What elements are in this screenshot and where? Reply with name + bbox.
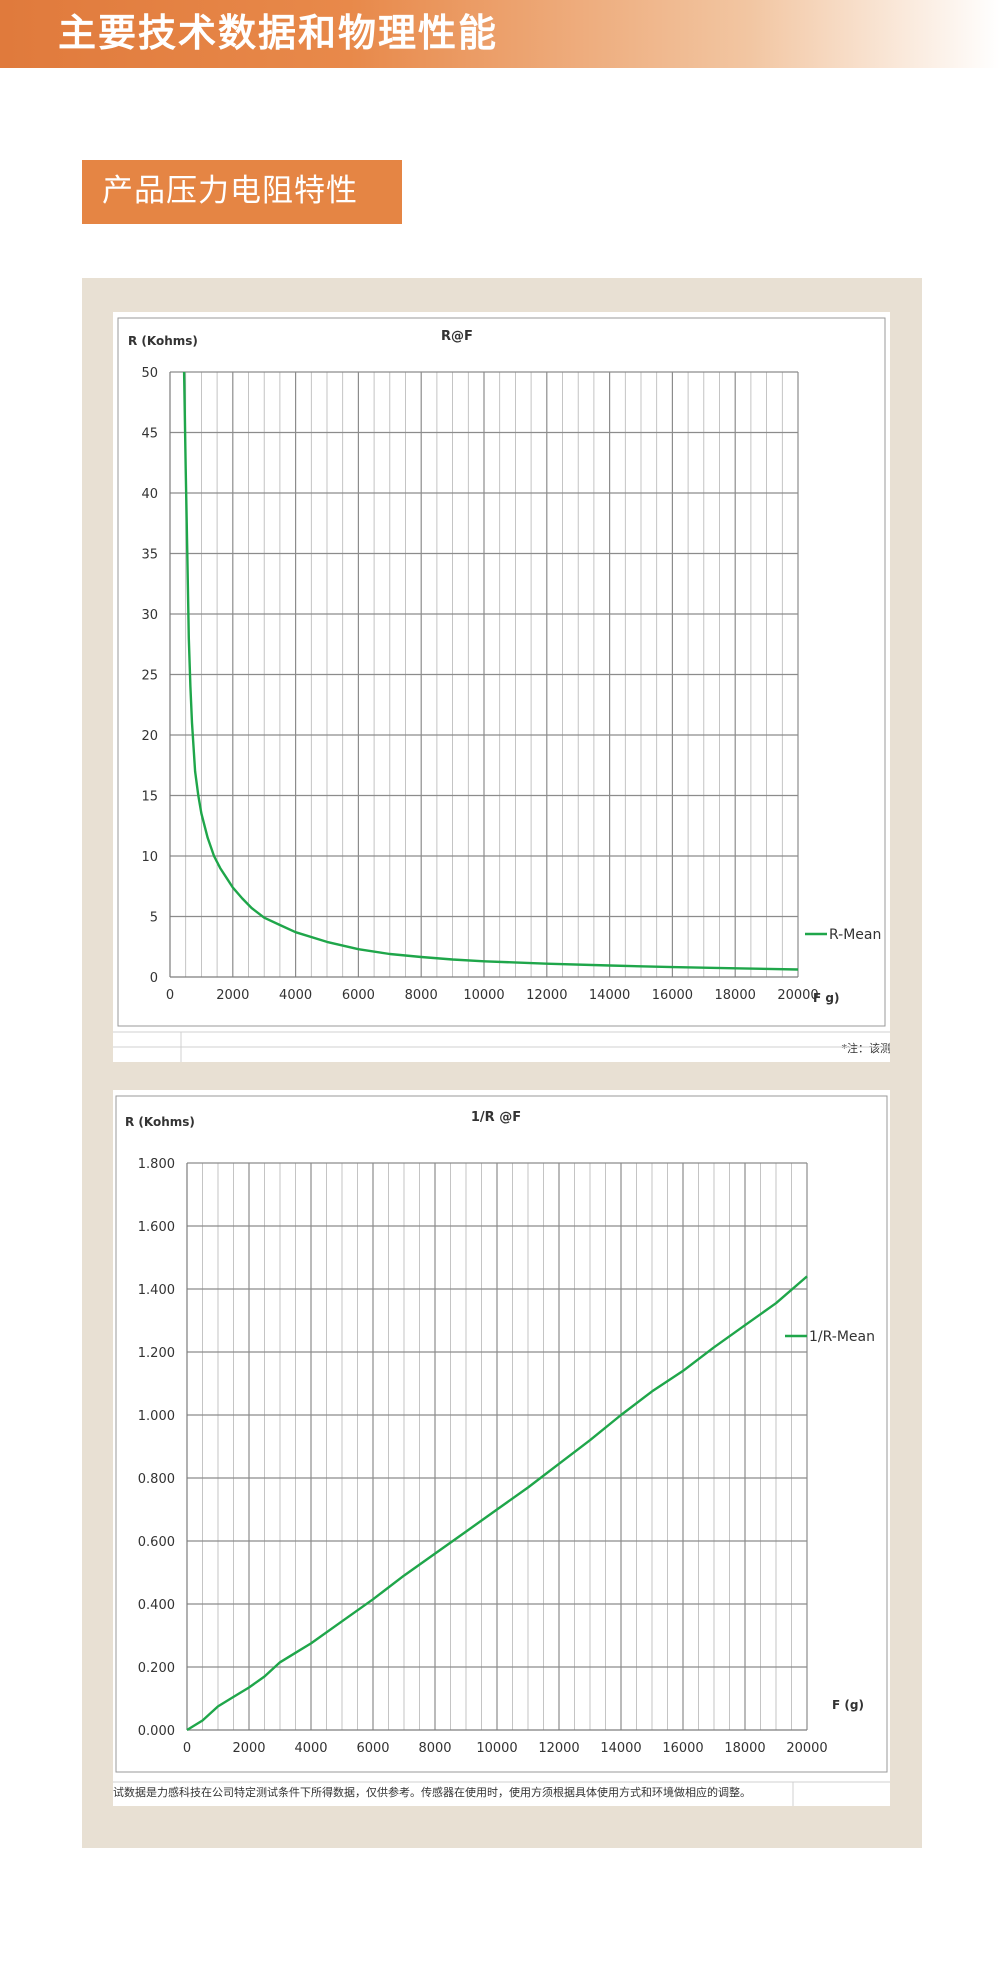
series-line [186, 1275, 808, 1732]
footnote: 试数据是力感科技在公司特定测试条件下所得数据，仅供参考。传感器在使用时，使用方须… [113, 1785, 751, 1799]
y-tick-label: 40 [141, 487, 158, 502]
legend-label: R-Mean [829, 927, 881, 943]
x-tick-label: 4000 [294, 1741, 327, 1756]
y-tick-label: 0.000 [138, 1724, 175, 1739]
y-tick-label: 1.400 [138, 1283, 175, 1298]
y-tick-label: 1.200 [138, 1346, 175, 1361]
chart-r-vs-f-svg: 0 2000 4000 6000 8000 10000 12000 14000 16000 180… [113, 312, 891, 1062]
y-axis-label: R (Kohms) [125, 1115, 195, 1129]
y-tick-label: 30 [141, 608, 158, 623]
x-tick-label: 18000 [724, 1741, 765, 1756]
chart-inverse-r-vs-f: 0 2000 4000 6000 8000 10000 12000 14000 16000 180… [113, 1090, 890, 1806]
x-tick-label: 14000 [600, 1741, 641, 1756]
legend-label: 1/R-Mean [809, 1329, 875, 1345]
x-tick-label: 4000 [279, 988, 312, 1003]
y-tick-label: 35 [141, 548, 158, 563]
y-tick-label: 0.600 [138, 1535, 175, 1550]
x-tick-label: 10000 [476, 1741, 517, 1756]
x-tick-label: 16000 [652, 988, 693, 1003]
y-axis-label: R (Kohms) [128, 334, 198, 348]
y-tick-label: 5 [150, 911, 158, 926]
x-tick-label: 16000 [662, 1741, 703, 1756]
y-tick-label: 10 [141, 850, 158, 865]
y-tick-label: 50 [141, 366, 158, 381]
x-tick-label: 12000 [538, 1741, 579, 1756]
x-tick-label: 8000 [405, 988, 438, 1003]
chart-r-vs-f: 0 2000 4000 6000 8000 10000 12000 14000 16000 180… [113, 312, 891, 1062]
y-tick-label: 1.600 [138, 1220, 175, 1235]
header-bar: 主要技术数据和物理性能 [0, 0, 1000, 68]
x-tick-label: 0 [183, 1741, 191, 1756]
x-tick-label: 14000 [589, 988, 630, 1003]
chart-frame [115, 1095, 888, 1773]
footnote: *注：该测 [842, 1041, 891, 1055]
x-tick-label: 10000 [463, 988, 504, 1003]
y-tick-label: 15 [141, 790, 158, 805]
y-tick-label: 1.000 [138, 1409, 175, 1424]
series-line [182, 371, 799, 971]
x-tick-label: 12000 [526, 988, 567, 1003]
chart-title: 1/R @F [471, 1110, 521, 1125]
x-tick-label: 0 [166, 988, 174, 1003]
y-tick-label: 45 [141, 427, 158, 442]
section-tag: 产品压力电阻特性 [82, 160, 402, 224]
y-tick-label: 0.400 [138, 1598, 175, 1613]
section-label: 产品压力电阻特性 [102, 173, 358, 209]
y-tick-label: 20 [141, 729, 158, 744]
y-tick-label: 0 [150, 971, 158, 986]
x-axis-label: F g) [813, 991, 839, 1005]
x-tick-label: 8000 [418, 1741, 451, 1756]
x-tick-label: 20000 [777, 988, 818, 1003]
x-tick-label: 2000 [232, 1741, 265, 1756]
x-tick-label: 18000 [715, 988, 756, 1003]
x-axis-label: F (g) [832, 1698, 864, 1712]
chart-title: R@F [441, 329, 473, 344]
x-tick-label: 2000 [216, 988, 249, 1003]
y-tick-label: 25 [141, 669, 158, 684]
x-tick-label: 6000 [356, 1741, 389, 1756]
y-tick-label: 0.800 [138, 1472, 175, 1487]
y-tick-label: 0.200 [138, 1661, 175, 1676]
y-tick-label: 1.800 [138, 1157, 175, 1172]
chart-frame [117, 317, 886, 1027]
page-title: 主要技术数据和物理性能 [58, 11, 499, 55]
x-tick-label: 6000 [342, 988, 375, 1003]
chart-inverse-r-vs-f-svg: 0 2000 4000 6000 8000 10000 12000 14000 16000 180… [113, 1090, 890, 1806]
x-tick-label: 20000 [786, 1741, 827, 1756]
